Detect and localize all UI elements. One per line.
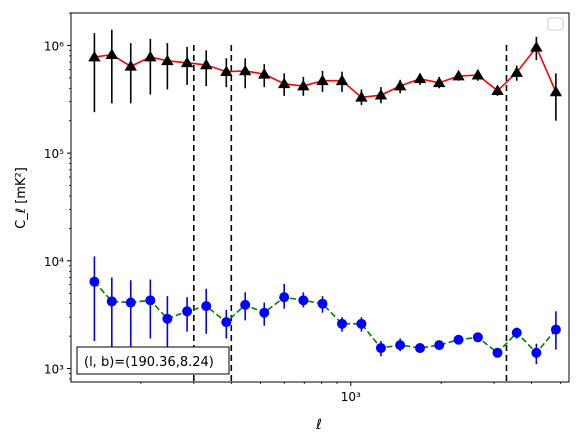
y-tick-label: 10³ — [44, 363, 64, 377]
y-tick-label: 10⁵ — [44, 147, 64, 161]
circle-marker — [279, 292, 290, 303]
circle-marker — [395, 340, 406, 351]
triangle-marker — [88, 50, 101, 62]
series-1 — [88, 29, 563, 121]
circle-marker — [201, 301, 212, 312]
circle-marker — [414, 343, 425, 354]
triangle-marker — [180, 56, 194, 68]
circle-marker — [434, 340, 445, 351]
circle-marker — [317, 298, 328, 309]
triangle-marker — [393, 79, 407, 91]
triangle-marker — [220, 65, 233, 77]
x-axis-label: ℓ — [315, 417, 322, 433]
circle-marker — [453, 334, 464, 345]
circle-marker — [531, 347, 542, 358]
circle-marker — [89, 276, 100, 287]
axes — [70, 12, 570, 383]
series-2 — [89, 256, 561, 365]
triangle-marker — [471, 68, 485, 80]
circle-marker — [550, 324, 561, 335]
vertical-reference-lines — [192, 45, 508, 382]
coordinates-annotation: (l, b)=(190.36,8.24) — [76, 346, 230, 375]
x-tick-label: 10³ — [341, 390, 361, 404]
circle-marker — [298, 295, 309, 306]
triangle-marker — [510, 66, 523, 77]
circle-marker — [145, 295, 156, 306]
circle-marker — [182, 306, 193, 317]
circle-marker — [259, 307, 270, 318]
triangle-marker — [277, 77, 291, 89]
circle-marker — [162, 313, 173, 324]
triangle-marker — [530, 41, 543, 52]
y-tick-label: 10⁴ — [44, 255, 64, 269]
circle-marker — [492, 347, 503, 358]
circle-marker — [375, 343, 386, 354]
circle-marker — [337, 318, 348, 329]
y-tick-label: 10⁶ — [44, 39, 64, 53]
annotation-text: (l, b)=(190.36,8.24) — [84, 355, 214, 370]
triangle-marker — [452, 69, 465, 81]
triangle-marker — [239, 64, 252, 76]
triangle-marker — [491, 84, 504, 96]
series-layer — [88, 29, 563, 365]
circle-marker — [472, 332, 483, 343]
series-line — [94, 45, 557, 99]
triangle-marker — [316, 74, 329, 86]
triangle-marker — [413, 72, 427, 84]
triangle-marker — [200, 58, 213, 70]
circle-marker — [221, 317, 232, 328]
triangle-marker — [297, 79, 310, 91]
triangle-marker — [433, 76, 446, 88]
circle-marker — [106, 296, 117, 307]
plot-frame — [70, 12, 570, 383]
ticks: 10³ 10⁴ 10⁵ 10⁶ 10³ — [44, 12, 562, 404]
triangle-marker — [258, 68, 271, 79]
triangle-marker — [105, 48, 119, 60]
circle-marker — [125, 297, 136, 308]
triangle-marker — [549, 85, 563, 97]
legend-box — [547, 17, 564, 31]
triangle-marker — [124, 60, 137, 71]
triangle-marker — [374, 89, 388, 100]
triangle-marker — [355, 91, 368, 102]
circle-marker — [511, 327, 522, 338]
triangle-marker — [144, 50, 157, 62]
triangle-marker — [335, 74, 349, 86]
y-axis-label: C_ℓ [mK²] — [14, 167, 29, 229]
circle-marker — [240, 299, 251, 310]
circle-marker — [356, 318, 367, 329]
triangle-marker — [161, 54, 174, 66]
